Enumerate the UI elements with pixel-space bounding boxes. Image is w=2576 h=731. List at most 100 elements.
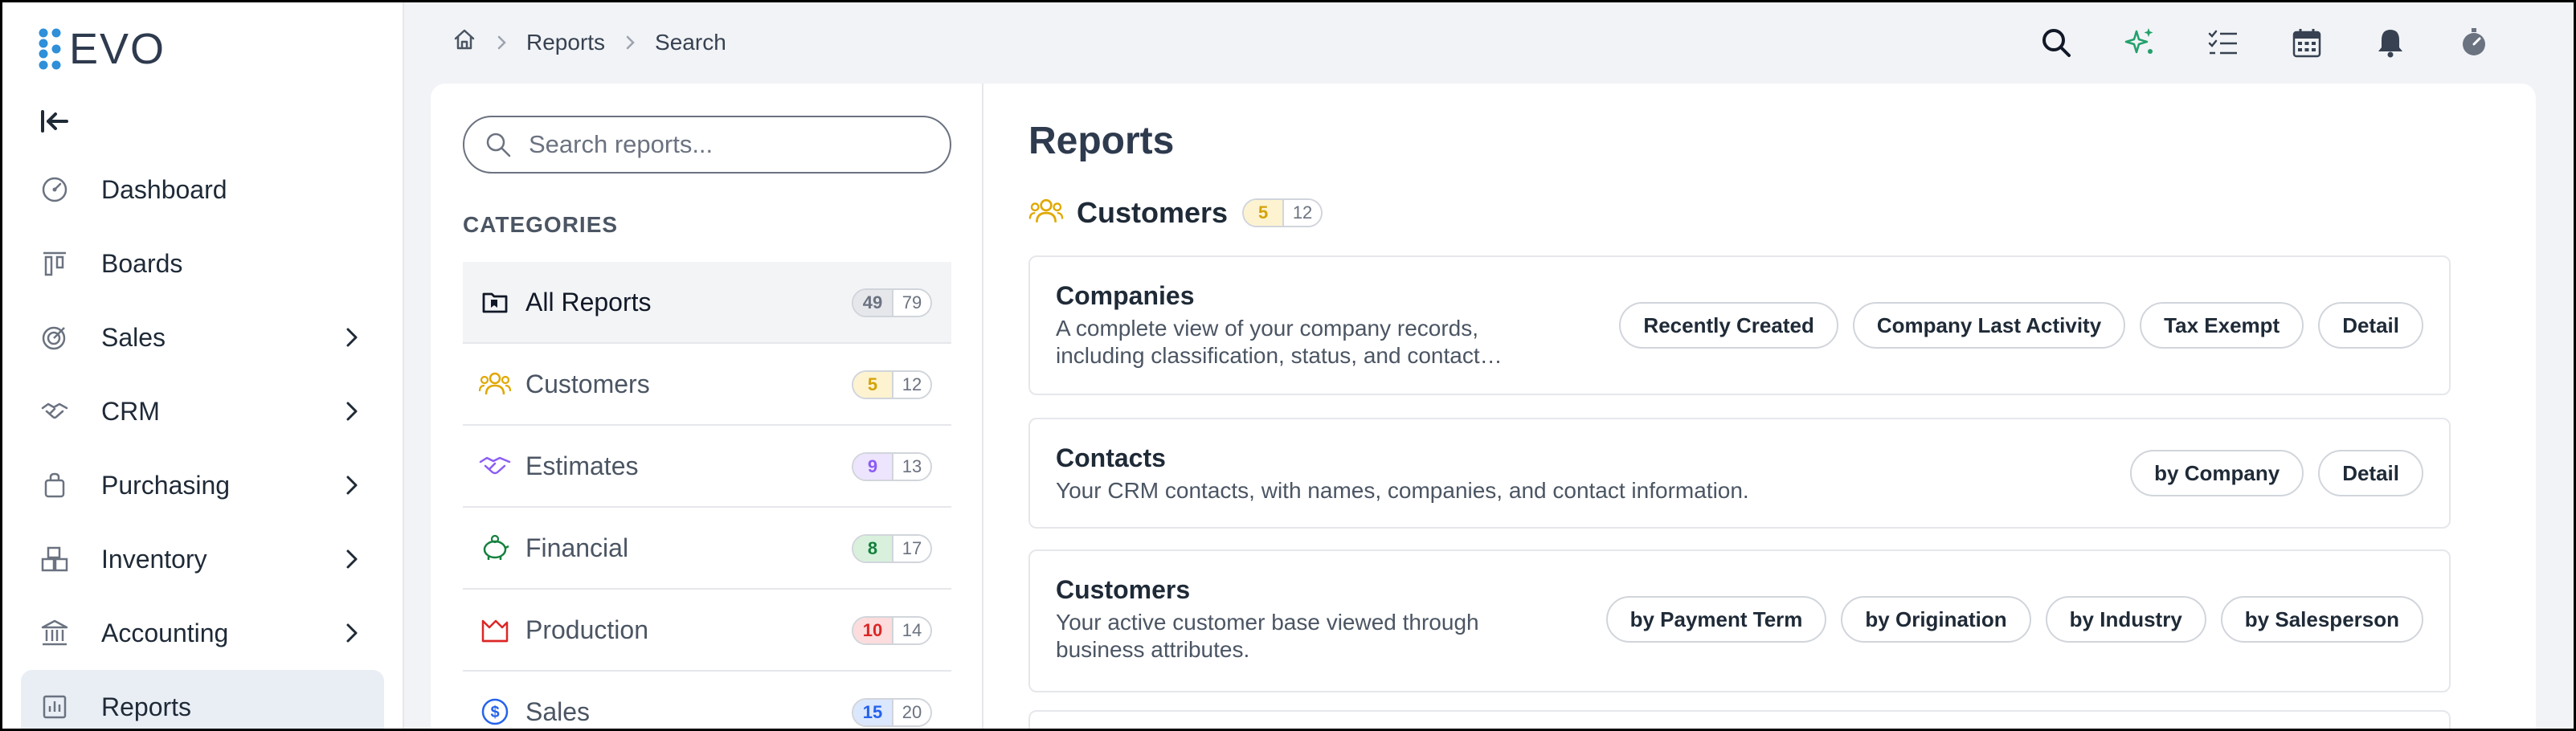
chevron-right-icon (346, 549, 358, 569)
search-icon[interactable] (2036, 22, 2076, 63)
search-box[interactable] (463, 116, 951, 174)
report-actions: by Payment Term by Origination by Indust… (1592, 596, 2423, 643)
category-count-total: 14 (892, 618, 930, 643)
category-count-total: 79 (892, 290, 930, 316)
report-action-recently-created[interactable]: Recently Created (1619, 302, 1838, 349)
sidebar-item-label: Reports (101, 692, 192, 721)
category-count-primary: 8 (853, 536, 892, 562)
category-financial[interactable]: Financial 8 17 (463, 508, 951, 590)
report-card-contacts[interactable]: Contacts Your CRM contacts, with names, … (1028, 418, 2451, 529)
sidebar-item-label: Purchasing (101, 470, 231, 500)
boards-icon (39, 247, 71, 280)
category-count-badge: 10 14 (852, 616, 932, 645)
category-estimates[interactable]: Estimates 9 13 (463, 426, 951, 508)
sidebar-item-purchasing[interactable]: Purchasing (21, 448, 384, 522)
category-count-primary: 10 (853, 618, 892, 643)
categories-heading: CATEGORIES (463, 212, 619, 237)
report-actions: by Company Detail (2116, 450, 2423, 496)
report-action-detail[interactable]: Detail (2318, 450, 2423, 496)
report-card-companies[interactable]: Companies A complete view of your compan… (1028, 255, 2451, 395)
category-count-badge: 5 12 (852, 370, 932, 399)
category-all-reports[interactable]: All Reports 49 79 (463, 262, 951, 344)
category-count-badge: 49 79 (852, 288, 932, 317)
collapse-icon (41, 110, 68, 133)
category-count-primary: 15 (853, 700, 892, 725)
collapse-sidebar-button[interactable] (40, 109, 72, 133)
report-action-by-company[interactable]: by Company (2130, 450, 2304, 496)
sidebar-nav: Dashboard Boards Sales CRM Pur (21, 153, 384, 731)
description-line: A complete view of your company records, (1056, 316, 1479, 341)
search-icon (482, 129, 514, 161)
category-count-primary: 9 (853, 454, 892, 480)
category-label: Estimates (525, 451, 639, 480)
dollar-circle-icon: $ (479, 696, 511, 728)
users-icon (479, 368, 511, 400)
checklist-icon[interactable] (2203, 22, 2243, 63)
breadcrumb-separator-icon (497, 35, 506, 49)
category-count-total: 17 (892, 536, 930, 562)
category-label: Production (525, 615, 648, 644)
sidebar-item-sales[interactable]: Sales (21, 300, 384, 374)
sidebar-item-boards[interactable]: Boards (21, 227, 384, 300)
svg-text:$: $ (490, 704, 499, 721)
calendar-icon[interactable] (2287, 22, 2327, 63)
handshake-icon (479, 450, 511, 482)
category-customers[interactable]: Customers 5 12 (463, 344, 951, 426)
report-card-title: Contacts (1056, 443, 1166, 472)
timer-icon[interactable] (2454, 22, 2494, 63)
report-action-tax-exempt[interactable]: Tax Exempt (2140, 302, 2304, 349)
category-label: Sales (525, 696, 591, 726)
category-count-total: 12 (892, 372, 930, 398)
report-card-description: Your active customer base viewed through… (1056, 609, 1479, 664)
report-action-by-industry[interactable]: by Industry (2045, 596, 2206, 643)
breadcrumb-link-reports[interactable]: Reports (526, 29, 606, 55)
report-card-title: Customers (1056, 575, 1191, 604)
report-card-next[interactable] (1028, 710, 2451, 731)
reports-column: Reports Customers 5 12 Companies A compl… (983, 84, 2536, 731)
page-title: Reports (1028, 120, 1175, 162)
chevron-right-icon (346, 402, 358, 421)
report-card-customers[interactable]: Customers Your active customer base view… (1028, 549, 2451, 692)
topbar: Reports Search (404, 0, 2576, 84)
sidebar-item-label: CRM (101, 396, 160, 426)
bell-icon[interactable] (2370, 22, 2410, 63)
sidebar-item-label: Dashboard (101, 174, 227, 204)
sidebar-item-crm[interactable]: CRM (21, 374, 384, 448)
report-action-company-last-activity[interactable]: Company Last Activity (1852, 302, 2126, 349)
factory-icon (479, 614, 511, 646)
dashboard-icon (39, 174, 71, 206)
section-count-badge: 5 12 (1242, 198, 1323, 227)
main-panel: CATEGORIES All Reports 49 79 Customers 5 (431, 84, 2536, 731)
report-action-by-payment-term[interactable]: by Payment Term (1605, 596, 1827, 643)
sidebar-item-label: Sales (101, 322, 166, 352)
chevron-right-icon (346, 623, 358, 643)
report-action-by-origination[interactable]: by Origination (1841, 596, 2031, 643)
sparkles-icon[interactable] (2120, 22, 2160, 63)
chevron-right-icon (346, 476, 358, 495)
category-count-primary: 49 (853, 290, 892, 316)
search-input[interactable] (529, 130, 930, 159)
description-line: Your active customer base viewed through (1056, 610, 1479, 635)
section-count-total: 12 (1282, 200, 1322, 226)
report-actions: Recently Created Company Last Activity T… (1605, 302, 2423, 349)
section-header-customers: Customers 5 12 (1028, 196, 1323, 230)
sidebar-item-accounting[interactable]: Accounting (21, 596, 384, 670)
category-sales[interactable]: $ Sales 15 20 (463, 672, 951, 731)
categories-column: CATEGORIES All Reports 49 79 Customers 5 (431, 84, 983, 731)
piggy-bank-icon (479, 532, 511, 564)
breadcrumb: Reports Search (452, 27, 726, 57)
home-icon[interactable] (452, 27, 476, 57)
chevron-right-icon (346, 328, 358, 347)
logo[interactable]: EVO (37, 27, 166, 71)
sidebar-item-inventory[interactable]: Inventory (21, 522, 384, 596)
sidebar-item-dashboard[interactable]: Dashboard (21, 153, 384, 227)
report-action-detail[interactable]: Detail (2318, 302, 2423, 349)
sidebar-item-reports[interactable]: Reports (21, 670, 384, 731)
report-action-by-salesperson[interactable]: by Salesperson (2220, 596, 2423, 643)
logo-mark-icon (39, 28, 61, 70)
description-line: including classification, status, and co… (1056, 343, 1503, 368)
category-production[interactable]: Production 10 14 (463, 590, 951, 672)
category-label: All Reports (525, 287, 652, 316)
sales-icon (39, 321, 71, 353)
logo-text: EVO (69, 25, 166, 73)
